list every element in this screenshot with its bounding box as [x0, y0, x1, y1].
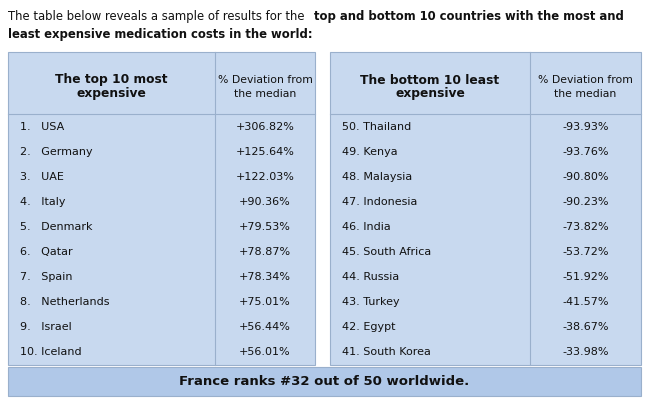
Text: 9.   Israel: 9. Israel: [20, 322, 72, 332]
Text: 46. India: 46. India: [342, 222, 391, 232]
Text: -38.67%: -38.67%: [562, 322, 609, 332]
Text: top and bottom 10 countries with the most and: top and bottom 10 countries with the mos…: [314, 10, 624, 23]
Text: least expensive medication costs in the world:: least expensive medication costs in the …: [8, 28, 313, 41]
Text: 49. Kenya: 49. Kenya: [342, 147, 398, 157]
Bar: [8, 367, 641, 396]
Text: -90.23%: -90.23%: [562, 197, 609, 207]
Text: -93.93%: -93.93%: [562, 122, 609, 132]
Bar: [330, 52, 641, 365]
Text: 47. Indonesia: 47. Indonesia: [342, 197, 417, 207]
Text: 50. Thailand: 50. Thailand: [342, 122, 411, 132]
Text: 3.   UAE: 3. UAE: [20, 172, 64, 182]
Text: 2.   Germany: 2. Germany: [20, 147, 93, 157]
Text: +78.87%: +78.87%: [239, 247, 291, 257]
Text: 42. Egypt: 42. Egypt: [342, 322, 395, 332]
Text: The bottom 10 least: The bottom 10 least: [360, 73, 500, 87]
Text: -93.76%: -93.76%: [562, 147, 609, 157]
Text: 5.   Denmark: 5. Denmark: [20, 222, 93, 232]
Text: 43. Turkey: 43. Turkey: [342, 297, 400, 307]
Text: 7.   Spain: 7. Spain: [20, 272, 73, 282]
Text: The table below reveals a sample of results for the: The table below reveals a sample of resu…: [8, 10, 308, 23]
Text: % Deviation from: % Deviation from: [217, 75, 312, 85]
Text: +79.53%: +79.53%: [239, 222, 291, 232]
Text: 45. South Africa: 45. South Africa: [342, 247, 431, 257]
Text: 44. Russia: 44. Russia: [342, 272, 399, 282]
Text: the median: the median: [554, 89, 617, 99]
Text: +125.64%: +125.64%: [236, 147, 295, 157]
Text: +78.34%: +78.34%: [239, 272, 291, 282]
Text: -90.80%: -90.80%: [562, 172, 609, 182]
Text: 4.   Italy: 4. Italy: [20, 197, 66, 207]
Text: The top 10 most: The top 10 most: [55, 73, 167, 87]
Text: 6.   Qatar: 6. Qatar: [20, 247, 73, 257]
Text: expensive: expensive: [395, 87, 465, 101]
Text: -41.57%: -41.57%: [562, 297, 609, 307]
Text: 8.   Netherlands: 8. Netherlands: [20, 297, 110, 307]
Text: France ranks #32 out of 50 worldwide.: France ranks #32 out of 50 worldwide.: [179, 375, 470, 388]
Text: +306.82%: +306.82%: [236, 122, 295, 132]
Text: expensive: expensive: [77, 87, 147, 101]
Text: +56.44%: +56.44%: [239, 322, 291, 332]
Text: 48. Malaysia: 48. Malaysia: [342, 172, 412, 182]
Text: the median: the median: [234, 89, 296, 99]
Text: 1.   USA: 1. USA: [20, 122, 64, 132]
Text: -33.98%: -33.98%: [562, 347, 609, 357]
Text: 10. Iceland: 10. Iceland: [20, 347, 82, 357]
Text: +56.01%: +56.01%: [239, 347, 291, 357]
Text: +90.36%: +90.36%: [239, 197, 291, 207]
Text: -51.92%: -51.92%: [562, 272, 609, 282]
Text: +122.03%: +122.03%: [236, 172, 295, 182]
Text: 41. South Korea: 41. South Korea: [342, 347, 431, 357]
Text: +75.01%: +75.01%: [239, 297, 291, 307]
Text: % Deviation from: % Deviation from: [538, 75, 633, 85]
Text: -73.82%: -73.82%: [562, 222, 609, 232]
Text: -53.72%: -53.72%: [562, 247, 609, 257]
Bar: [8, 52, 315, 365]
